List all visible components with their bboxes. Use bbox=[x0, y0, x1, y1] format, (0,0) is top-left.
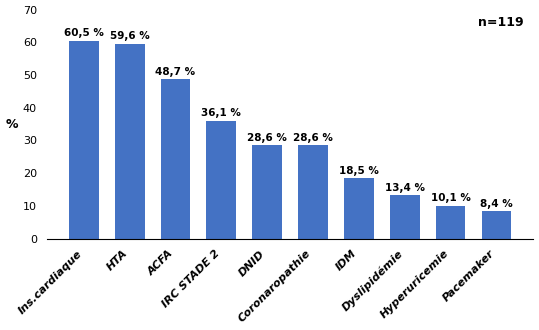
Bar bbox=[69, 41, 99, 239]
Bar bbox=[344, 178, 374, 239]
Text: 10,1 %: 10,1 % bbox=[431, 193, 471, 203]
Text: n=119: n=119 bbox=[478, 16, 524, 29]
Bar bbox=[161, 79, 190, 239]
Text: 8,4 %: 8,4 % bbox=[480, 199, 513, 209]
Bar bbox=[206, 120, 236, 239]
Y-axis label: %: % bbox=[5, 117, 18, 131]
Text: 18,5 %: 18,5 % bbox=[339, 166, 379, 176]
Text: 28,6 %: 28,6 % bbox=[247, 133, 287, 143]
Bar bbox=[252, 145, 282, 239]
Bar bbox=[390, 195, 420, 239]
Bar bbox=[436, 206, 466, 239]
Bar bbox=[115, 44, 144, 239]
Text: 36,1 %: 36,1 % bbox=[202, 108, 241, 118]
Text: 48,7 %: 48,7 % bbox=[155, 67, 196, 77]
Text: 59,6 %: 59,6 % bbox=[110, 31, 149, 41]
Bar bbox=[298, 145, 328, 239]
Text: 60,5 %: 60,5 % bbox=[64, 28, 103, 38]
Text: 28,6 %: 28,6 % bbox=[293, 133, 333, 143]
Text: 13,4 %: 13,4 % bbox=[385, 182, 425, 192]
Bar bbox=[481, 211, 512, 239]
